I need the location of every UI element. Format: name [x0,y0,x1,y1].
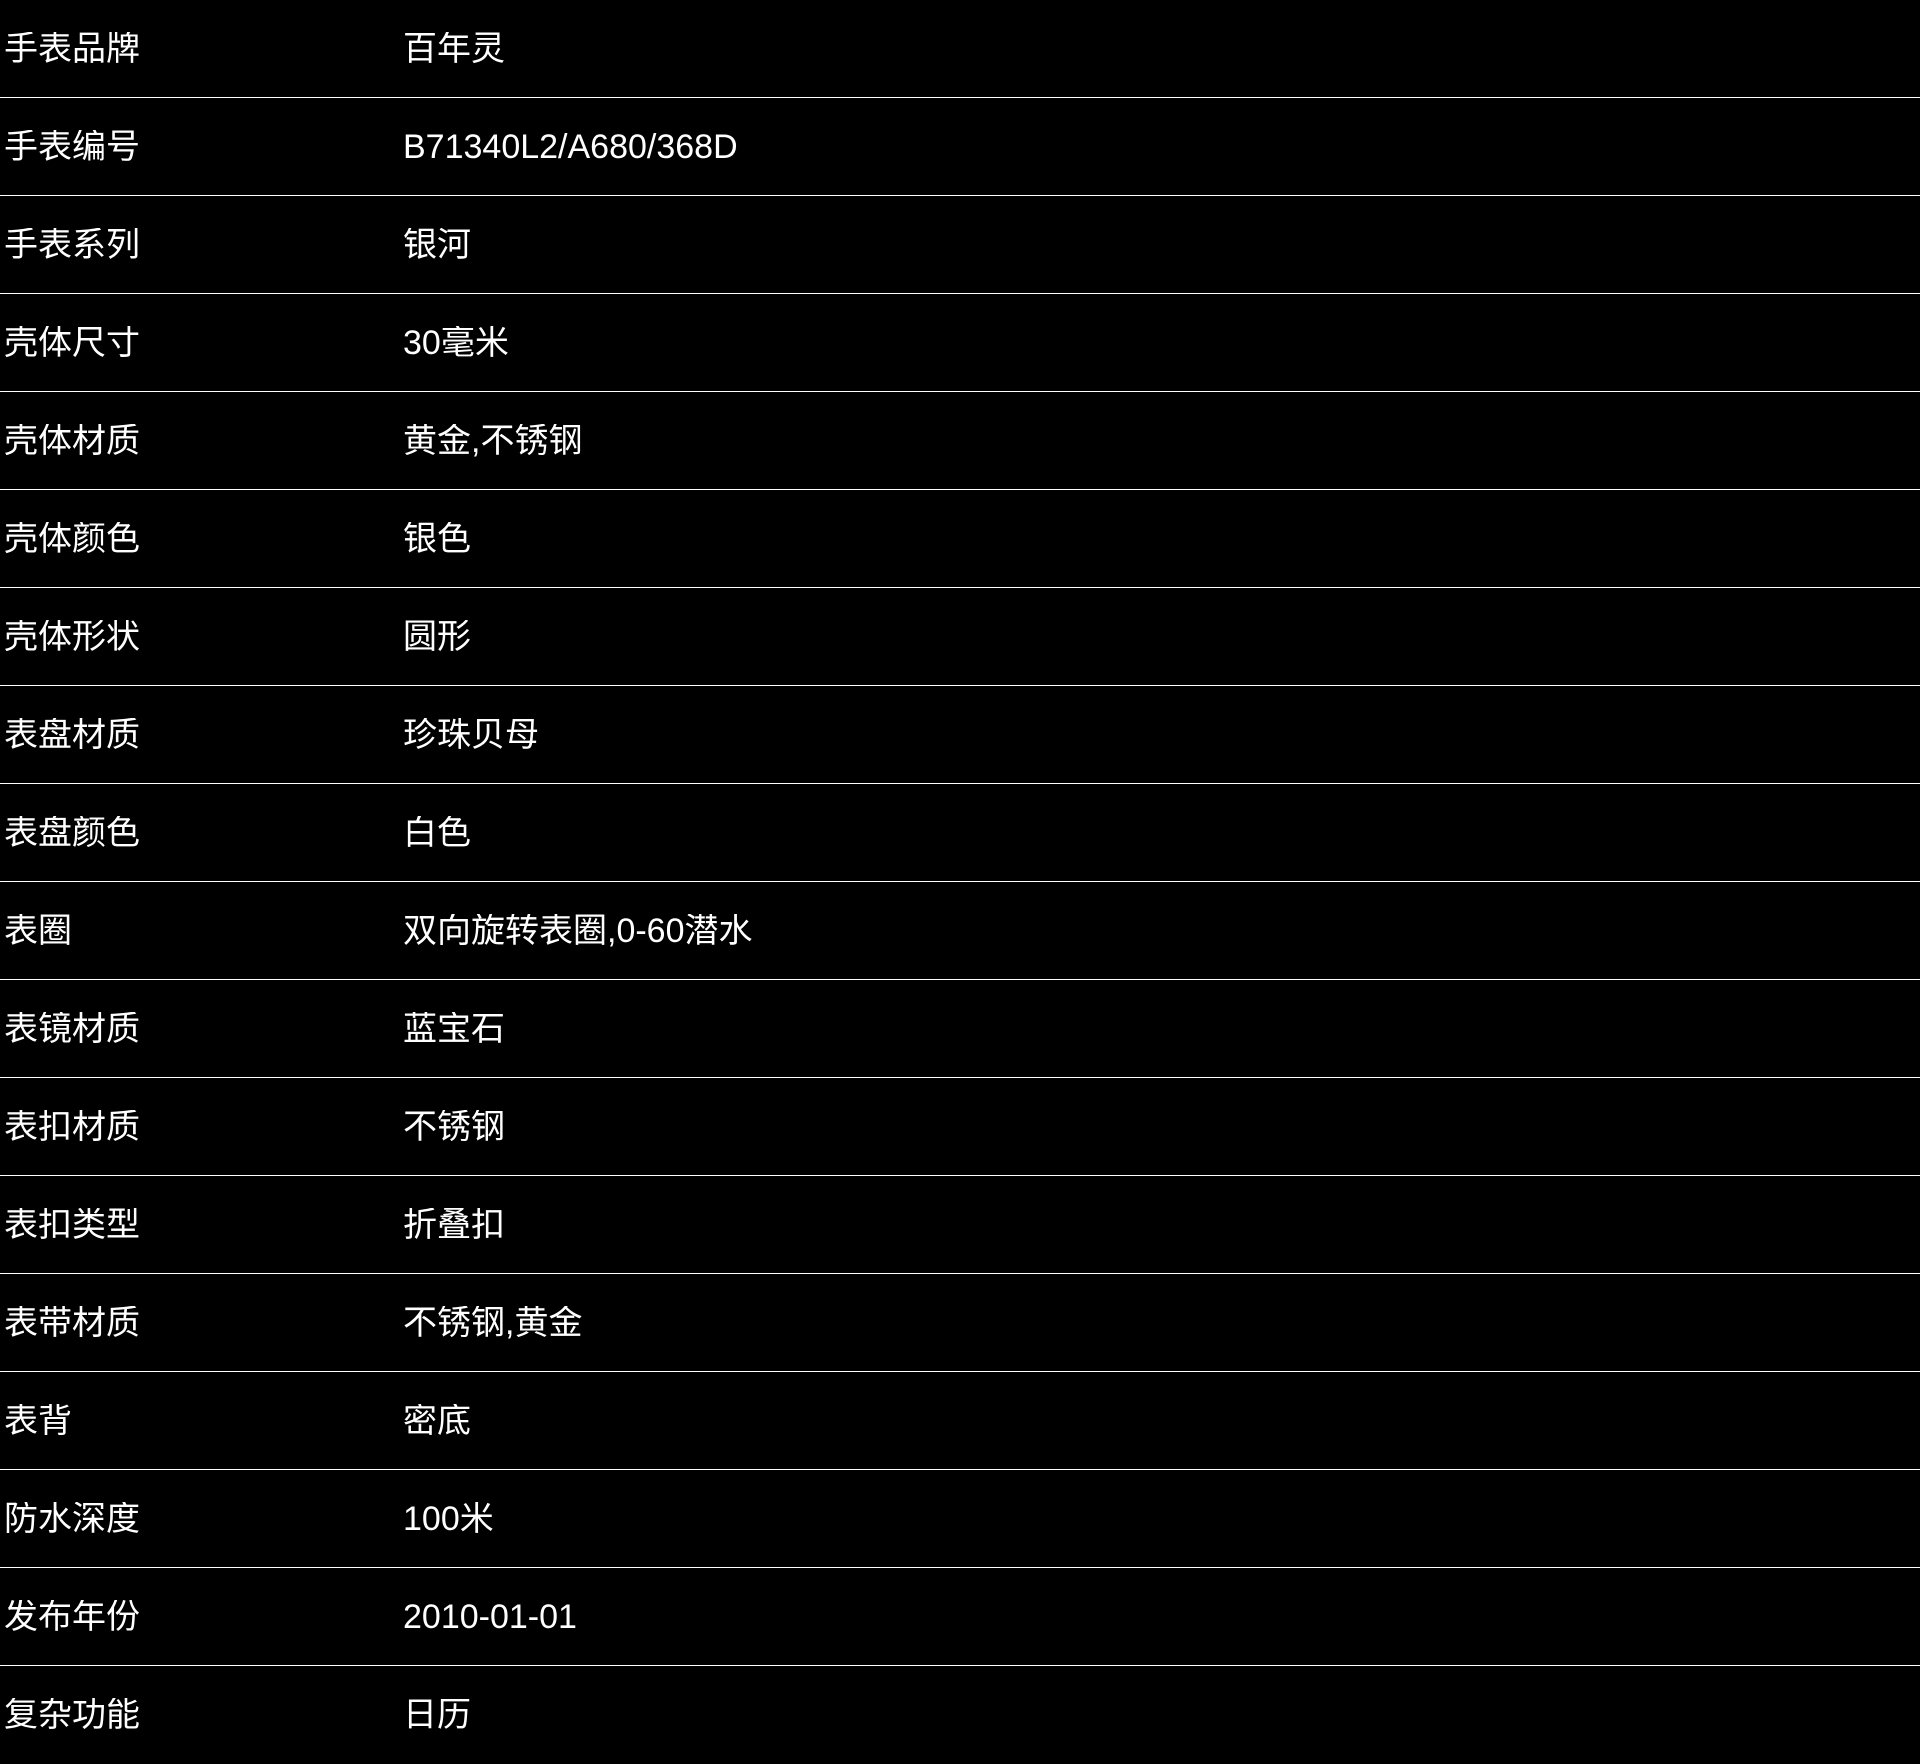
spec-row-2: 手表系列 银河 [0,196,1920,294]
spec-row-5: 壳体颜色 银色 [0,490,1920,588]
spec-row-13: 表带材质 不锈钢,黄金 [0,1274,1920,1372]
spec-value: B71340L2/A680/368D [403,129,738,164]
spec-value: 白色 [403,815,471,850]
spec-row-7: 表盘材质 珍珠贝母 [0,686,1920,784]
spec-label: 表扣材质 [4,1109,140,1144]
spec-label: 壳体形状 [4,619,140,654]
spec-label: 表镜材质 [4,1011,140,1046]
spec-row-10: 表镜材质 蓝宝石 [0,980,1920,1078]
spec-value: 100米 [403,1501,494,1536]
spec-value: 日历 [403,1698,471,1732]
spec-value: 不锈钢 [403,1109,505,1144]
spec-label: 表带材质 [4,1305,140,1340]
spec-label: 手表品牌 [4,31,140,66]
spec-row-16: 发布年份 2010-01-01 [0,1568,1920,1666]
spec-row-8: 表盘颜色 白色 [0,784,1920,882]
spec-row-1: 手表编号 B71340L2/A680/368D [0,98,1920,196]
spec-value: 30毫米 [403,325,509,360]
spec-row-12: 表扣类型 折叠扣 [0,1176,1920,1274]
spec-label: 复杂功能 [4,1698,140,1732]
spec-row-11: 表扣材质 不锈钢 [0,1078,1920,1176]
spec-value: 双向旋转表圈,0-60潜水 [403,913,753,948]
spec-value: 百年灵 [403,31,505,66]
spec-row-4: 壳体材质 黄金,不锈钢 [0,392,1920,490]
spec-label: 手表系列 [4,227,140,262]
spec-label: 表圈 [4,913,72,948]
spec-value: 蓝宝石 [403,1011,505,1046]
spec-label: 手表编号 [4,129,140,164]
spec-value: 折叠扣 [403,1207,505,1242]
spec-row-6: 壳体形状 圆形 [0,588,1920,686]
spec-value: 珍珠贝母 [403,717,539,752]
spec-value: 2010-01-01 [403,1599,577,1634]
spec-value: 银河 [403,227,471,262]
spec-label: 壳体材质 [4,423,140,458]
spec-label: 发布年份 [4,1599,140,1634]
spec-row-14: 表背 密底 [0,1372,1920,1470]
spec-value: 不锈钢,黄金 [403,1305,583,1340]
spec-row-17: 复杂功能 日历 [0,1666,1920,1764]
spec-label: 壳体尺寸 [4,325,140,360]
spec-label: 防水深度 [4,1501,140,1536]
spec-row-3: 壳体尺寸 30毫米 [0,294,1920,392]
spec-label: 表盘颜色 [4,815,140,850]
spec-row-15: 防水深度 100米 [0,1470,1920,1568]
spec-value: 银色 [403,521,471,556]
spec-label: 表背 [4,1403,72,1438]
spec-label: 表盘材质 [4,717,140,752]
spec-value: 圆形 [403,619,471,654]
spec-row-0: 手表品牌 百年灵 [0,0,1920,98]
spec-row-9: 表圈 双向旋转表圈,0-60潜水 [0,882,1920,980]
spec-value: 密底 [403,1403,471,1438]
spec-label: 壳体颜色 [4,521,140,556]
spec-value: 黄金,不锈钢 [403,423,583,458]
spec-label: 表扣类型 [4,1207,140,1242]
